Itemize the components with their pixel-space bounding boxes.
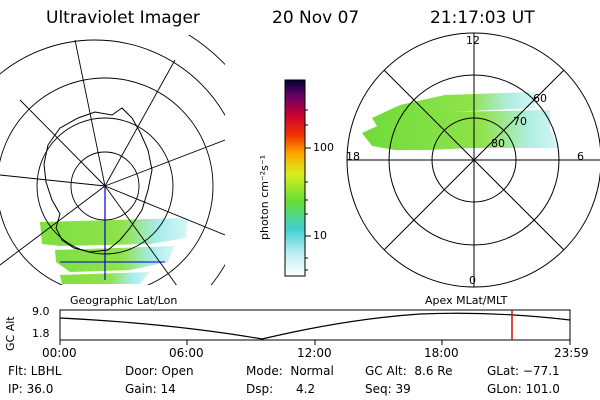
altitude-axis-label: GC Alt bbox=[4, 316, 17, 351]
altitude-plot bbox=[59, 309, 571, 345]
colorbar-unit-label: photon cm⁻²s⁻¹ bbox=[258, 154, 271, 240]
aurora-emission-left bbox=[40, 218, 188, 284]
gc-altitude-value: GC Alt: 8.6 Re bbox=[365, 364, 453, 378]
display-value: Dsp: 4.2 bbox=[246, 382, 316, 396]
altitude-tick-high: 9.0 bbox=[32, 305, 50, 318]
altitude-tick-low: 1.8 bbox=[32, 327, 50, 340]
mlt-label-6: 6 bbox=[577, 150, 584, 163]
mlat-label-70: 70 bbox=[513, 115, 527, 128]
polar-mlat-mlt-panel bbox=[346, 32, 600, 288]
geographic-latitude-value: GLat: −77.1 bbox=[487, 364, 560, 378]
gain-value: Gain: 14 bbox=[125, 382, 176, 396]
mode-value: Mode: Normal bbox=[246, 364, 334, 378]
time-label: 21:17:03 UT bbox=[430, 8, 535, 28]
sequence-value: Seq: 39 bbox=[365, 382, 411, 396]
ip-value: IP: 36.0 bbox=[8, 382, 54, 396]
left-panel-title: Geographic Lat/Lon bbox=[70, 294, 178, 307]
mlat-label-60: 60 bbox=[533, 92, 547, 105]
altitude-curve bbox=[59, 312, 571, 340]
geographic-map-panel bbox=[0, 35, 225, 285]
time-tick-2359: 23:59 bbox=[554, 346, 589, 360]
colorbar-tick-100: 100 bbox=[313, 141, 334, 154]
door-value: Door: Open bbox=[125, 364, 194, 378]
date-label: 20 Nov 07 bbox=[272, 8, 360, 28]
colorbar bbox=[284, 79, 306, 277]
aurora-emission-right bbox=[362, 92, 560, 150]
mlt-label-0: 0 bbox=[469, 274, 476, 287]
mlat-label-80: 80 bbox=[491, 137, 505, 150]
mlt-label-18: 18 bbox=[346, 150, 360, 163]
filter-value: Flt: LBHL bbox=[8, 364, 62, 378]
time-tick-0000: 00:00 bbox=[42, 346, 77, 360]
mlt-label-12: 12 bbox=[466, 34, 480, 47]
app-title: Ultraviolet Imager bbox=[46, 8, 200, 28]
time-tick-0600: 06:00 bbox=[169, 346, 204, 360]
colorbar-tick-10: 10 bbox=[313, 229, 327, 242]
geographic-longitude-value: GLon: 101.0 bbox=[487, 382, 560, 396]
continent-outline bbox=[43, 107, 153, 253]
time-tick-1200: 12:00 bbox=[297, 346, 332, 360]
time-tick-1800: 18:00 bbox=[424, 346, 459, 360]
right-panel-title: Apex MLat/MLT bbox=[425, 294, 508, 307]
